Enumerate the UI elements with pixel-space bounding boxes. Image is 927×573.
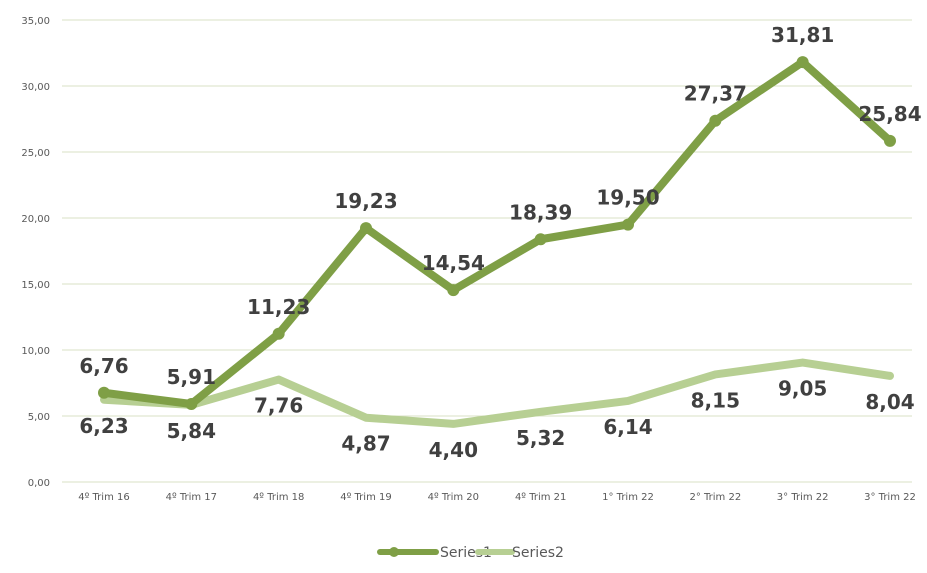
x-tick-label: 3° Trim 22 (777, 492, 829, 503)
series1-data-label: 25,84 (858, 102, 921, 126)
legend-label-series2: Series2 (512, 545, 564, 561)
series2-data-label: 6,14 (603, 415, 652, 439)
x-tick-label: 4º Trim 17 (166, 492, 217, 503)
series1-data-label: 11,23 (247, 295, 310, 319)
series2-data-label: 8,15 (691, 388, 740, 412)
series2-data-label: 6,23 (79, 414, 128, 438)
series2-data-label: 4,87 (341, 432, 390, 456)
legend: Series1 Series2 (377, 545, 564, 561)
x-tick-label: 4º Trim 16 (78, 492, 129, 503)
series1-data-label: 5,91 (167, 365, 216, 389)
x-tick-label: 4º Trim 19 (340, 492, 391, 503)
series1-point (360, 222, 372, 235)
x-tick-label: 3° Trim 22 (864, 492, 916, 503)
y-tick-label: 0,00 (28, 478, 50, 489)
series1-data-label: 27,37 (684, 82, 747, 106)
series1-point (534, 233, 547, 246)
series1-point (447, 284, 460, 297)
series1-point (622, 218, 634, 231)
series1-point (185, 397, 198, 410)
x-tick-label: 4º Trim 20 (428, 492, 479, 503)
y-tick-label: 25,00 (21, 148, 50, 159)
series-line-series1 (100, 58, 894, 408)
y-tick-label: 5,00 (28, 412, 50, 423)
series1-data-label: 14,54 (422, 251, 485, 275)
series2-data-label: 7,76 (254, 394, 303, 418)
series1-data-label: 6,76 (79, 354, 128, 378)
x-tick-label: 2° Trim 22 (689, 492, 741, 503)
legend-marker-series1 (389, 547, 399, 557)
x-tick-label: 1° Trim 22 (602, 492, 654, 503)
series2-data-label: 4,40 (429, 438, 478, 462)
x-tick-label: 4º Trim 21 (515, 492, 566, 503)
x-tick-label: 4º Trim 18 (253, 492, 304, 503)
y-tick-label: 30,00 (21, 82, 50, 93)
series2-data-label: 8,04 (865, 390, 914, 414)
series1-point (272, 327, 285, 340)
series-line-series2 (100, 358, 894, 428)
y-tick-label: 20,00 (21, 214, 50, 225)
series2-data-label: 5,84 (167, 419, 216, 443)
series1-point (709, 114, 722, 127)
series1-point (98, 386, 110, 399)
series2-data-label: 9,05 (778, 377, 827, 401)
series1-point (884, 134, 896, 147)
series2-data-label: 5,32 (516, 426, 565, 450)
series1-data-label: 31,81 (771, 23, 834, 47)
series1-point (796, 56, 809, 69)
series1-data-label: 19,23 (334, 189, 397, 213)
gridlines (62, 19, 912, 483)
series1-data-label: 19,50 (596, 186, 659, 210)
y-tick-label: 35,00 (21, 16, 50, 27)
y-tick-label: 10,00 (21, 346, 50, 357)
y-tick-label: 15,00 (21, 280, 50, 291)
series1-data-label: 18,39 (509, 200, 572, 224)
